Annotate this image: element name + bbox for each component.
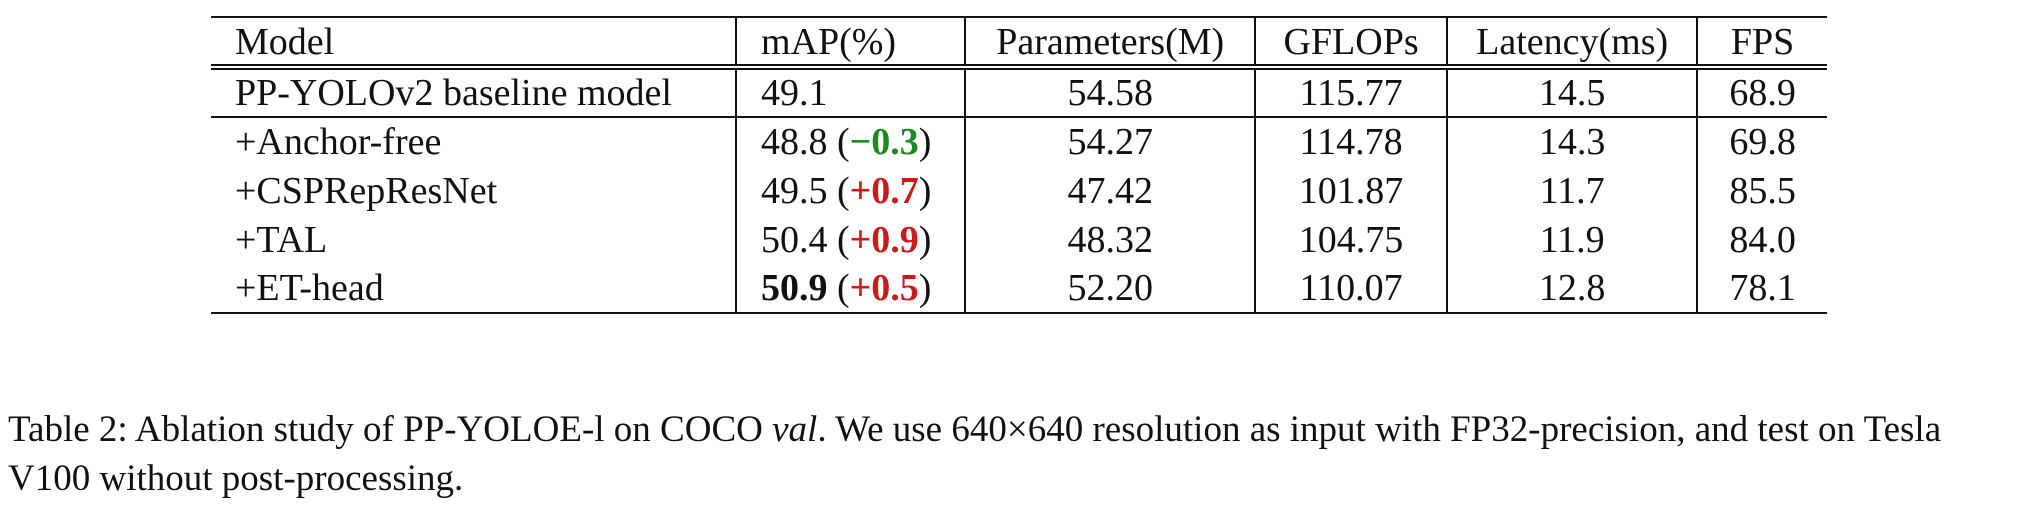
- cell-fps: 84.0: [1696, 215, 1827, 264]
- caption-text-before: Ablation study of PP-YOLOE-l on COCO: [127, 409, 773, 450]
- delta-open: (: [836, 169, 850, 212]
- header-gflops: GFLOPs: [1254, 17, 1448, 70]
- ablation-table: Model mAP(%) Parameters(M) GFLOPs Latenc…: [211, 16, 1827, 314]
- header-map: mAP(%): [734, 17, 966, 70]
- cell-parameters: 47.42: [964, 166, 1256, 215]
- cell-latency: 11.9: [1446, 215, 1698, 264]
- cell-fps: 69.8: [1696, 117, 1827, 166]
- cell-model: +Anchor-free: [235, 121, 442, 163]
- header-model: Model: [211, 17, 736, 70]
- cell-gflops: 110.07: [1254, 264, 1448, 314]
- caption-label: Table 2:: [8, 409, 128, 450]
- header-fps: FPS: [1696, 17, 1827, 70]
- cell-parameters: 52.20: [964, 264, 1256, 314]
- delta-sign: +: [849, 218, 872, 261]
- delta-number: 0.3: [871, 121, 919, 163]
- cell-parameters: 54.58: [964, 67, 1256, 118]
- cell-gflops: 114.78: [1254, 117, 1448, 166]
- cell-gflops: 104.75: [1254, 215, 1448, 264]
- header-latency: Latency(ms): [1446, 17, 1698, 70]
- cell-gflops: 101.87: [1254, 166, 1448, 215]
- table-row: +CSPRepResNet 49.5 (+0.7) 47.42 101.87 1…: [211, 166, 1827, 215]
- cell-map: 50.4 (+0.9): [734, 215, 966, 264]
- cell-model: +ET-head: [211, 264, 736, 314]
- cell-latency: 14.5: [1446, 67, 1698, 118]
- delta-open: (: [836, 267, 850, 309]
- table-caption: Table 2: Ablation study of PP-YOLOE-l on…: [8, 405, 2030, 503]
- delta-sign: +: [849, 267, 872, 309]
- delta-close: ): [918, 267, 932, 309]
- table-row-baseline: PP-YOLOv2 baseline model 49.1 54.58 115.…: [211, 67, 1827, 118]
- cell-map: 48.8 (−0.3): [734, 117, 966, 166]
- delta-number: 0.7: [871, 169, 919, 212]
- cell-fps: 85.5: [1696, 166, 1827, 215]
- header-parameters: Parameters(M): [964, 17, 1256, 70]
- cell-map: 49.5 (+0.7): [734, 166, 966, 215]
- delta-value: +0.5: [850, 267, 919, 309]
- delta-sign: −: [849, 121, 872, 163]
- delta-sign: +: [849, 169, 872, 212]
- delta-open: (: [836, 121, 850, 163]
- delta-number: 0.9: [871, 218, 919, 261]
- table-header-row: Model mAP(%) Parameters(M) GFLOPs Latenc…: [211, 17, 1827, 70]
- map-value: 50.4: [760, 218, 828, 261]
- cell-parameters: 48.32: [964, 215, 1256, 264]
- ablation-table-container: Model mAP(%) Parameters(M) GFLOPs Latenc…: [211, 16, 1827, 314]
- cell-latency: 12.8: [1446, 264, 1698, 314]
- cell-parameters: 54.27: [964, 117, 1256, 166]
- cell-fps: 68.9: [1696, 67, 1827, 118]
- cell-model: +TAL: [235, 218, 328, 261]
- delta-close: ): [918, 121, 932, 163]
- caption-text-after: . We use 640×640 resolution as input wit…: [8, 409, 1942, 499]
- delta-close: ): [918, 169, 932, 212]
- caption-italic-term: val: [772, 409, 818, 450]
- table-row: +ET-head 50.9 (+0.5) 52.20 110.07 12.8 7…: [211, 264, 1827, 314]
- delta-number: 0.5: [871, 267, 919, 309]
- cell-gflops: 115.77: [1254, 67, 1448, 118]
- table-row: +TAL 50.4 (+0.9) 48.32 104.75 11.9 84.0: [211, 215, 1827, 264]
- cell-fps: 78.1: [1696, 264, 1827, 314]
- delta-value: +0.7: [850, 170, 919, 212]
- delta-value: −0.3: [850, 121, 919, 163]
- cell-model: +CSPRepResNet: [235, 169, 498, 212]
- delta-close: ): [918, 218, 932, 261]
- cell-model: PP-YOLOv2 baseline model: [211, 67, 736, 118]
- cell-latency: 11.7: [1446, 166, 1698, 215]
- map-value-best: 50.9: [760, 267, 828, 309]
- cell-map: 49.1: [734, 67, 966, 118]
- map-value: 49.5: [760, 169, 828, 212]
- cell-map: 50.9 (+0.5): [734, 264, 966, 314]
- cell-latency: 14.3: [1446, 117, 1698, 166]
- map-value: 48.8: [760, 121, 828, 163]
- delta-value: +0.9: [850, 219, 919, 261]
- table-row: +Anchor-free 48.8 (−0.3) 54.27 114.78 14…: [211, 117, 1827, 166]
- delta-open: (: [836, 218, 850, 261]
